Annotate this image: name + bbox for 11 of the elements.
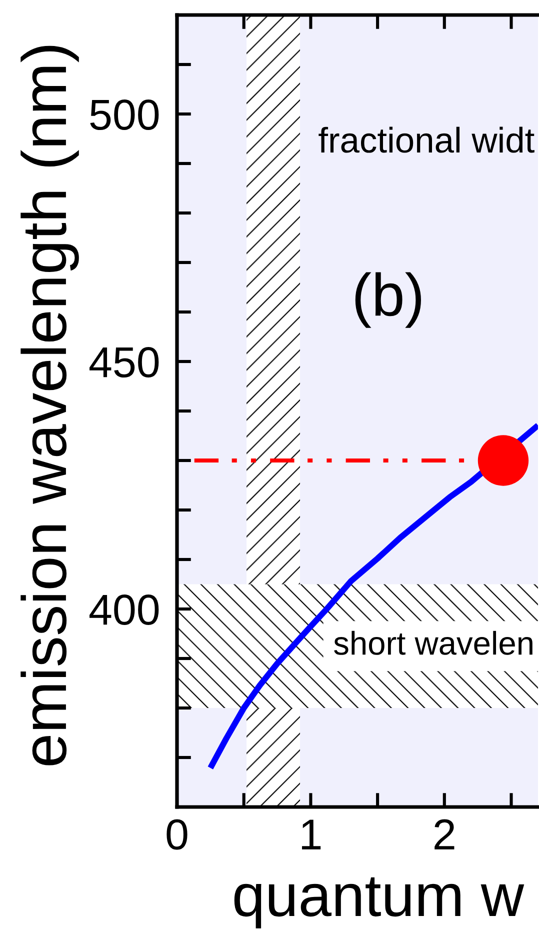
x-tick-label: 1: [302, 820, 321, 850]
x-tick-label: 0: [166, 819, 188, 850]
annotation: fractional widt: [318, 126, 534, 153]
y-tick-label: 400: [89, 594, 159, 626]
annotation: (b): [355, 272, 421, 328]
x-axis-title: quantum w: [234, 877, 524, 928]
y-tick-label: 450: [89, 347, 159, 378]
x-tick-label: 2: [434, 819, 454, 850]
y-tick-label: 500: [90, 100, 159, 130]
y-axis-title: emission wavelength (nm): [20, 46, 79, 766]
band-label: short wavelen: [334, 630, 532, 655]
